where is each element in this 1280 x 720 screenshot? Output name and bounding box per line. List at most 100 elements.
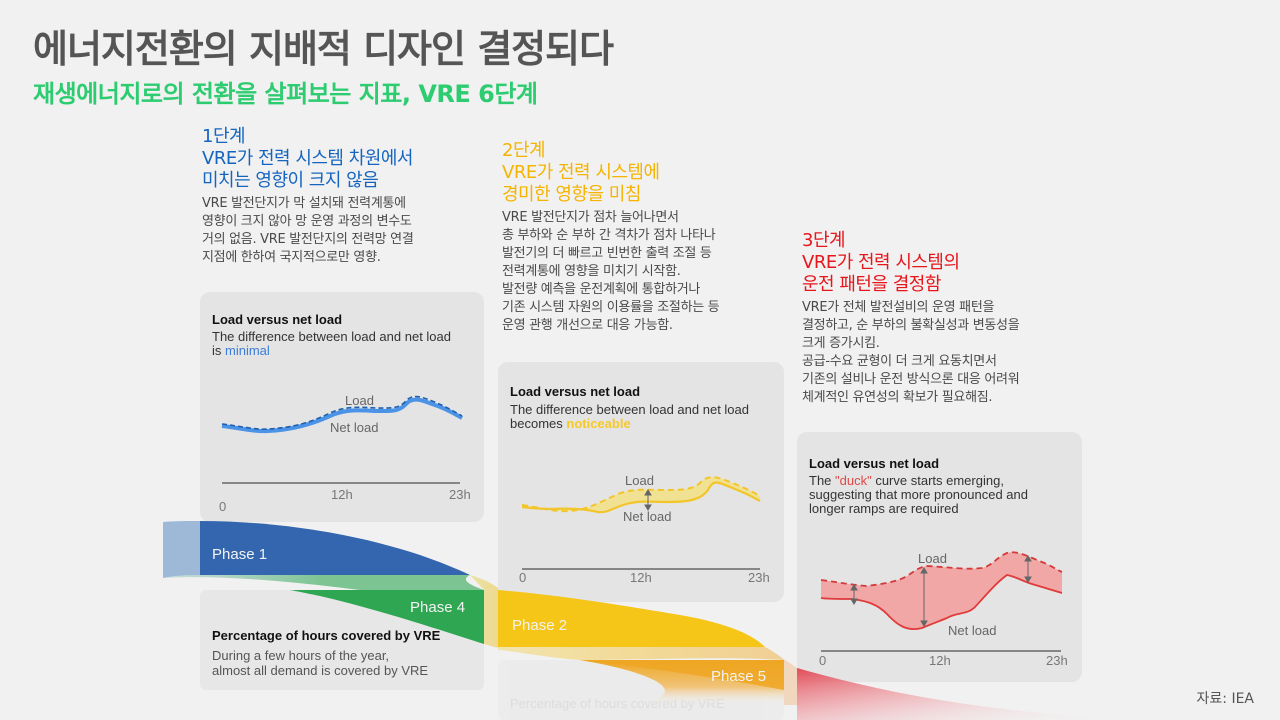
load-net-gap-area — [522, 477, 760, 512]
stage-3-body-line: 체계적인 유연성의 확보가 필요해짐. — [802, 390, 993, 405]
load-curve — [820, 551, 1063, 587]
stage-2-body-line: 기존 시스템 자원의 이용률을 조절하는 등 — [502, 300, 720, 315]
stage-2-step: 2단계 — [502, 140, 546, 161]
card-desc-line: The difference between load and net load — [510, 402, 749, 417]
card-desc-text: curve starts emerging, — [871, 473, 1004, 488]
page-title: 에너지전환의 지배적 디자인 결정되다 — [33, 27, 614, 71]
x-tick: 0 — [819, 653, 827, 668]
card-desc-line: becomes noticeable — [510, 417, 775, 431]
stage-1-body-line: VRE 발전단지가 막 설치돼 전력계통에 — [202, 196, 406, 211]
vre-hours-title: Percentage of hours covered by VRE — [510, 696, 725, 711]
net-load-curve — [521, 481, 761, 514]
stage-1-heading-line: VRE가 전력 시스템 차원에서 — [202, 148, 413, 169]
load-label: Load — [345, 393, 374, 408]
gap-arrow — [644, 489, 652, 511]
stage-1-step: 1단계 — [202, 126, 246, 147]
card-description: The "duck" curve starts emerging, sugges… — [809, 474, 1074, 516]
stage-3-step: 3단계 — [802, 230, 846, 251]
card-desc-line: is minimal — [212, 344, 477, 358]
net-load-label: Net load — [330, 420, 379, 435]
stage-3-body-line: 기존의 설비나 운전 방식으론 대응 어려워 — [802, 372, 1020, 387]
stage-3-heading: 3단계 VRE가 전력 시스템의 운전 패턴을 결정함 — [802, 230, 1092, 296]
net-load-curve — [820, 574, 1063, 630]
stage-3-heading-line: VRE가 전력 시스템의 — [802, 252, 960, 273]
load-curve-chart-1 — [221, 395, 463, 484]
page-subtitle: 재생에너지로의 전환을 살펴보는 지표, VRE 6단계 — [33, 80, 538, 108]
load-label: Load — [918, 551, 947, 566]
net-load-curve — [221, 397, 463, 434]
x-tick: 0 — [519, 570, 527, 585]
stage-1-body-line: 거의 없음. VRE 발전단지의 전력망 연결 — [202, 232, 414, 247]
card-desc-text: becomes — [510, 416, 567, 431]
x-tick: 23h — [1046, 653, 1068, 668]
card-description: The difference between load and net load… — [212, 330, 477, 358]
stage-1-text: 1단계 VRE가 전력 시스템 차원에서 미치는 영향이 크지 않음 VRE 발… — [202, 126, 492, 267]
phase-5-label: Phase 5 — [711, 668, 767, 685]
stage-3-body-line: VRE가 전체 발전설비의 운영 패턴을 — [802, 300, 995, 315]
phase-2-to-5-transition — [498, 647, 784, 660]
stage-2-body-line: 전력계통에 영향을 미치기 시작함. — [502, 264, 681, 279]
card-desc-line: The difference between load and net load — [212, 329, 451, 344]
card-title: Load versus net load — [510, 384, 641, 399]
load-chart-card-2: Load versus net load The difference betw… — [498, 362, 784, 602]
card-desc-text: The — [809, 473, 836, 488]
load-net-gap-area — [821, 552, 1062, 630]
card-desc-line: longer ramps are required — [809, 501, 959, 516]
load-curve — [221, 395, 463, 430]
x-tick: 23h — [449, 487, 471, 502]
net-load-label: Net load — [948, 623, 997, 638]
stage-1-body-line: 영향이 크지 않아 망 운영 과정의 변수도 — [202, 214, 412, 229]
card-desc-highlight: minimal — [225, 343, 270, 358]
stage-3-body-line: 결정하고, 순 부하의 불확실성과 변동성을 — [802, 318, 1020, 333]
stage-3-body: VRE가 전체 발전설비의 운영 패턴을 결정하고, 순 부하의 불확실성과 변… — [802, 299, 1092, 407]
stage-1-body-line: 지점에 한하여 국지적으로만 영향. — [202, 250, 381, 265]
x-tick: 23h — [748, 570, 770, 585]
x-tick: 0 — [219, 499, 227, 514]
load-curve — [521, 476, 761, 513]
stage-3-heading-line: 운전 패턴을 결정함 — [802, 274, 941, 295]
stage-1-heading: 1단계 VRE가 전력 시스템 차원에서 미치는 영향이 크지 않음 — [202, 126, 492, 192]
stage-1-heading-line: 미치는 영향이 크지 않음 — [202, 170, 379, 191]
card-title: Load versus net load — [809, 456, 940, 471]
phase-1-label: Phase 1 — [212, 546, 268, 563]
x-tick: 12h — [630, 570, 652, 585]
stage-2-body-line: VRE 발전단지가 점차 늘어나면서 — [502, 210, 679, 225]
card-desc-line: The "duck" curve starts emerging, — [809, 474, 1074, 488]
gap-arrows — [850, 555, 1032, 627]
stage-2-heading-line: 경미한 영향을 미침 — [502, 184, 641, 205]
net-load-label: Net load — [623, 509, 672, 524]
card-desc-line: suggesting that more pronounced and — [809, 487, 1028, 502]
x-tick: 12h — [331, 487, 353, 502]
stage-1-body: VRE 발전단지가 막 설치돼 전력계통에 영향이 크지 않아 망 운영 과정의… — [202, 195, 492, 267]
vre-hours-desc-line: During a few hours of the year, — [212, 648, 390, 663]
card-description: The difference between load and net load… — [510, 403, 775, 431]
stage-2-text: 2단계 VRE가 전력 시스템에 경미한 영향을 미침 VRE 발전단지가 점차… — [502, 140, 792, 335]
load-label: Load — [625, 473, 654, 488]
vre-hours-desc-line: almost all demand is covered by VRE — [212, 663, 429, 678]
vre-hours-title: Percentage of hours covered by VRE — [212, 628, 441, 643]
stage-2-body-line: 발전기의 더 빠르고 빈번한 출력 조절 등 — [502, 246, 712, 261]
stage-2-body-line: 발전량 예측을 운전계획에 통합하거나 — [502, 282, 701, 297]
stage-3-body-line: 공급-수요 균형이 더 크게 요동치면서 — [802, 354, 997, 369]
phase-1-ribbon-tail — [163, 521, 200, 578]
load-chart-card-3: Load versus net load The "duck" curve st… — [797, 432, 1082, 682]
stage-3-body-line: 크게 증가시킴. — [802, 336, 880, 351]
card-desc-highlight: "duck" — [835, 473, 872, 488]
stage-2-body-line: 운영 관행 개선으로 대응 가능함. — [502, 318, 673, 333]
stage-2-heading-line: VRE가 전력 시스템에 — [502, 162, 660, 183]
load-curve-chart-3 — [820, 551, 1063, 652]
vre-hours-description: During a few hours of the year, almost a… — [212, 648, 428, 678]
stage-3-text: 3단계 VRE가 전력 시스템의 운전 패턴을 결정함 VRE가 전체 발전설비… — [802, 230, 1092, 407]
card-desc-text: is — [212, 343, 225, 358]
card-title: Load versus net load — [212, 312, 343, 327]
phase-4-label: Phase 4 — [410, 599, 466, 616]
stage-2-heading: 2단계 VRE가 전력 시스템에 경미한 영향을 미침 — [502, 140, 792, 206]
x-tick: 12h — [929, 653, 951, 668]
card-desc-highlight: noticeable — [566, 416, 631, 431]
load-chart-card-1: Load versus net load The difference betw… — [200, 292, 484, 522]
load-curve-chart-2 — [521, 476, 761, 570]
phase-2-label: Phase 2 — [512, 617, 568, 634]
stage-2-body-line: 총 부하와 순 부하 간 격차가 점차 나타나 — [502, 228, 716, 243]
stage-2-body: VRE 발전단지가 점차 늘어나면서 총 부하와 순 부하 간 격차가 점차 나… — [502, 209, 792, 335]
source-credit: 자료: IEA — [1196, 691, 1254, 707]
